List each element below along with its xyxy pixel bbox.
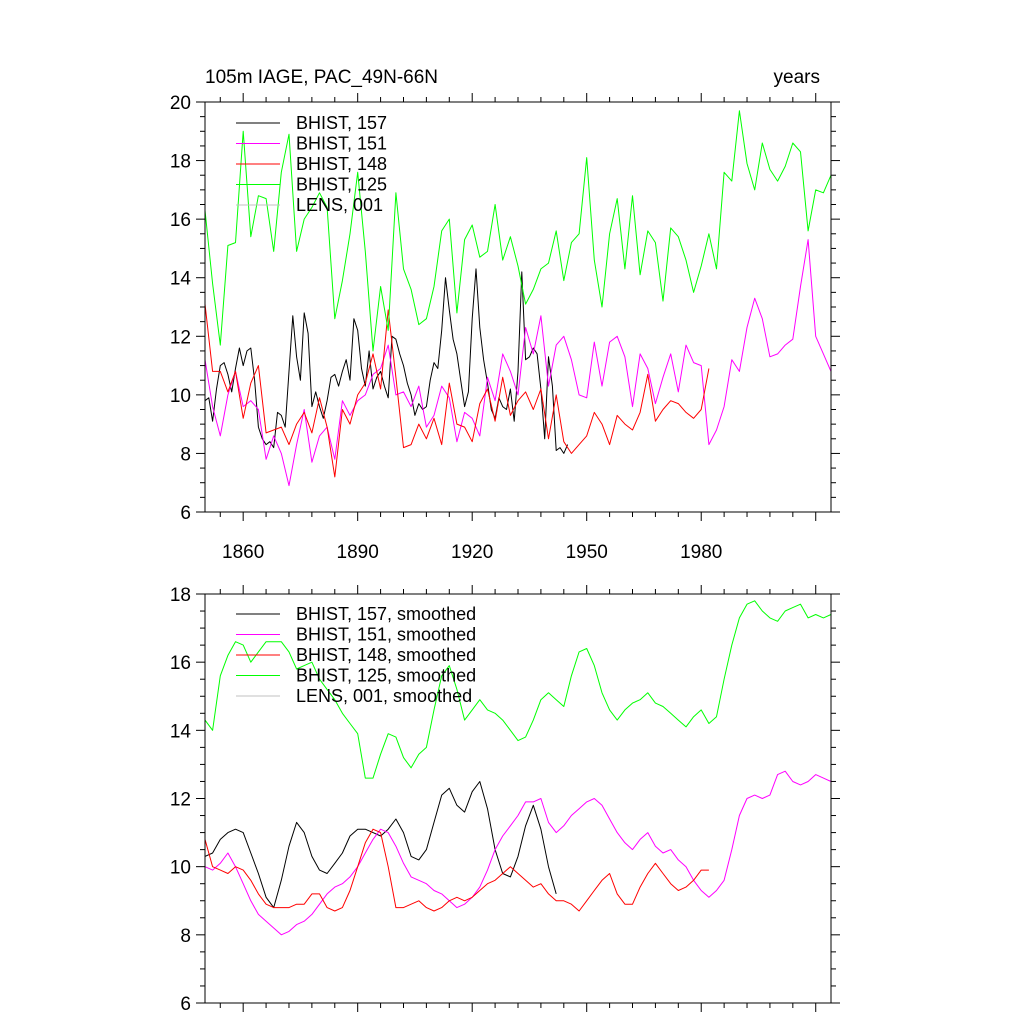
x-tick-label: 1890 — [337, 542, 379, 563]
top-panel: 6 8 10 12 14 16 18 20 1860 1890 1920 1950 1980 BHIST,… — [170, 93, 840, 563]
chart-title: 105m IAGE, PAC_49N-66N — [205, 67, 438, 88]
y-tick-label: 20 — [170, 93, 191, 114]
y-tick-label: 12 — [170, 327, 191, 348]
series-line-0-0 — [204, 268, 569, 454]
y-tick-label: 6 — [180, 503, 191, 524]
y-tick-label: 12 — [170, 790, 191, 811]
series-line-0-1 — [204, 239, 832, 487]
y-tick-label: 14 — [170, 721, 192, 742]
legend-label: BHIST, 125 — [296, 175, 387, 195]
legend-label: BHIST, 157 — [296, 113, 387, 133]
y-tick-label: 16 — [170, 210, 191, 231]
y-tick-label: 10 — [170, 858, 191, 879]
series-line-1-3 — [204, 600, 832, 779]
x-tick-label: 1980 — [680, 542, 722, 563]
y-tick-label: 8 — [180, 926, 191, 947]
legend-label: BHIST, 151 — [296, 134, 387, 154]
x-tick-label: 1920 — [451, 542, 493, 563]
legend-label: LENS, 001, smoothed — [296, 686, 472, 706]
series-line-1-2 — [204, 828, 709, 912]
legend-label: BHIST, 151, smoothed — [296, 625, 476, 645]
legend-label: BHIST, 125, smoothed — [296, 666, 476, 686]
y-tick-label: 6 — [180, 994, 191, 1015]
y-tick-label: 18 — [170, 152, 191, 173]
chart-units: years — [774, 67, 820, 88]
series-line-1-0 — [204, 781, 557, 909]
legend-label: BHIST, 148, smoothed — [296, 645, 476, 665]
y-tick-label: 10 — [170, 386, 191, 407]
legend-label: BHIST, 148 — [296, 154, 387, 174]
y-tick-label: 16 — [170, 653, 191, 674]
legend-label: BHIST, 157, smoothed — [296, 604, 476, 624]
series-line-0-3 — [204, 110, 832, 352]
series-line-1-1 — [204, 770, 832, 936]
y-tick-label: 8 — [180, 444, 191, 465]
x-tick-label: 1860 — [222, 542, 264, 563]
x-tick-label: 1950 — [566, 542, 608, 563]
legend-label: LENS, 001 — [296, 195, 383, 215]
series-line-0-2 — [204, 304, 710, 478]
y-tick-label: 14 — [170, 269, 192, 290]
y-tick-label: 18 — [170, 585, 191, 606]
